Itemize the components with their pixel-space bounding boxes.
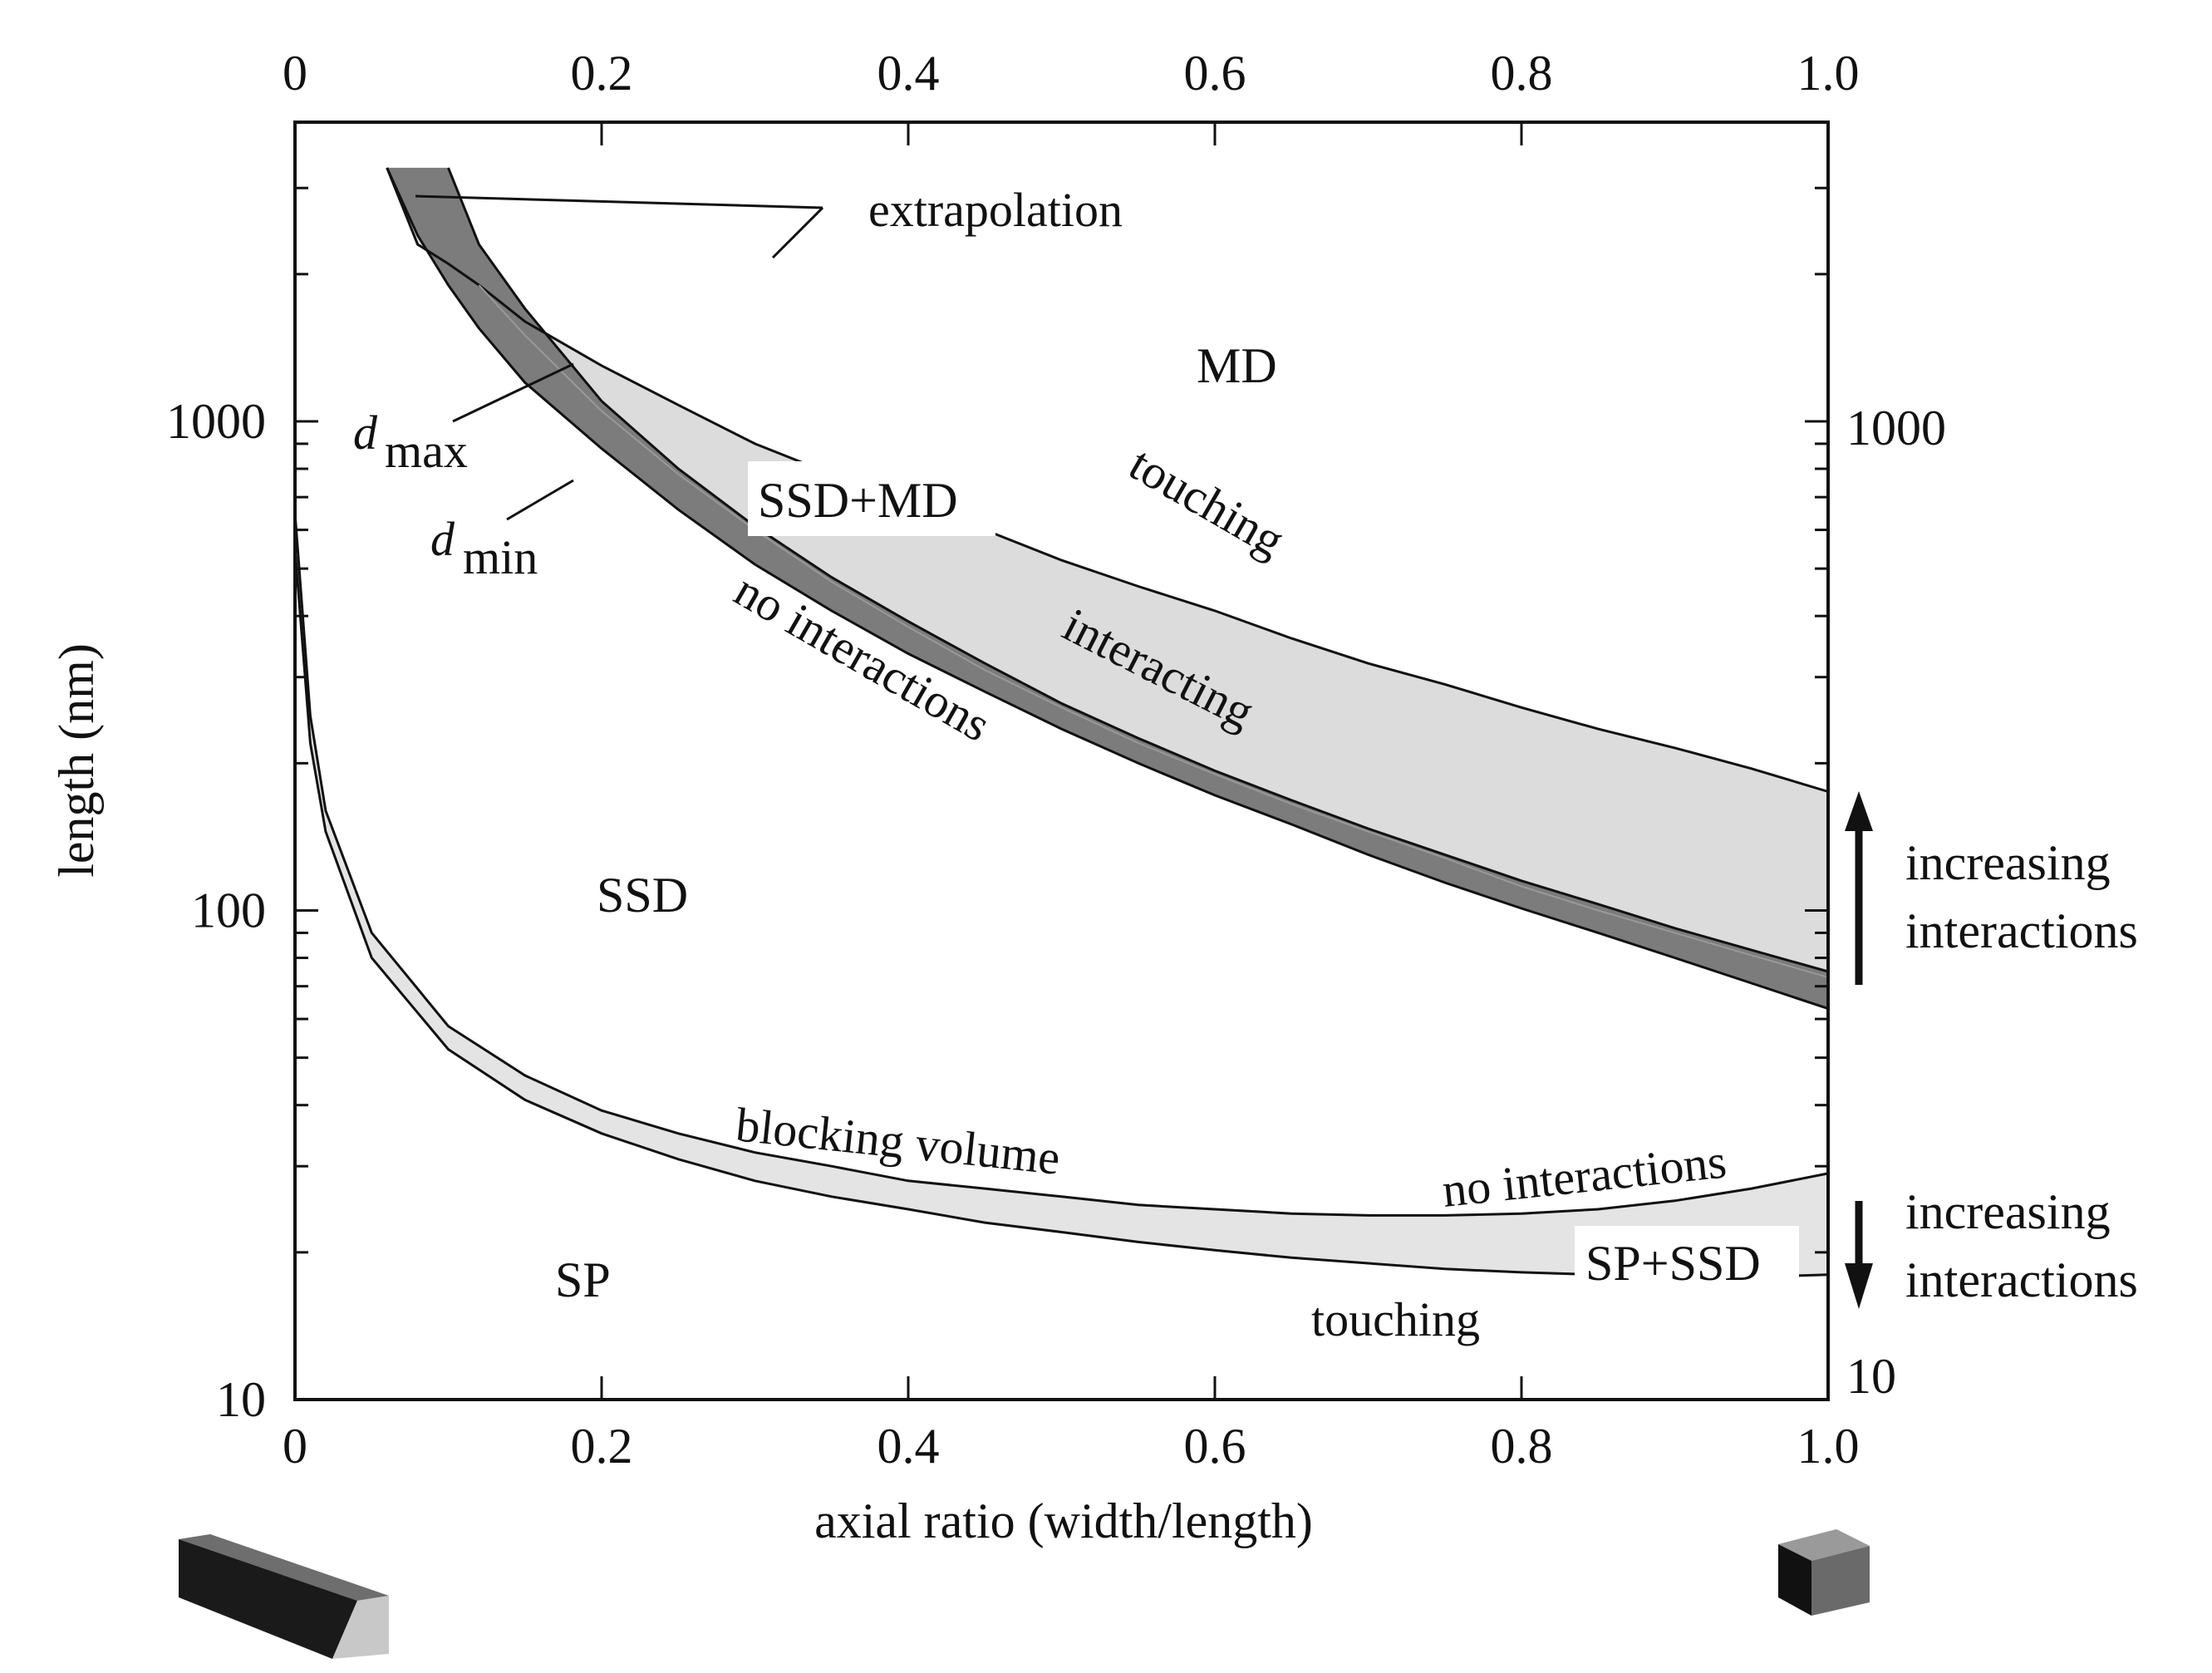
region-ssd: SSD [597,868,688,923]
y-tick-label-left: 10 [216,1372,266,1427]
x-tick-label-bottom: 0.4 [877,1419,940,1474]
curve-blocking-volume [293,512,1829,1217]
x-tick-label-top: 0.8 [1491,46,1553,101]
y-axis-title: length (nm) [49,643,104,878]
x-tick-label-bottom: 0.8 [1491,1419,1553,1474]
x-tick-label-top: 0.2 [571,46,633,101]
region-sp: SP [555,1252,611,1307]
d-min-pointer [506,479,574,521]
curve-md-touching [386,167,1829,793]
increasing-down-arrow-head [1845,1263,1873,1309]
increasing-down-label-2: interactions [1905,1252,2138,1307]
region-sp-ssd: SP+SSD [1585,1236,1761,1291]
d-min-label: d [430,512,455,566]
plot-frame [293,121,1830,1401]
d-max-label: d [353,406,378,460]
x-tick-label-bottom: 0.6 [1184,1419,1246,1474]
x-tick-label-bottom: 1.0 [1797,1419,1860,1474]
curve-interacting [478,284,1829,978]
region-md: MD [1197,338,1277,393]
region-ssd-md-box [748,461,995,536]
extrapolation-pointer-1 [415,194,823,209]
y-tick-label-left: 100 [191,883,266,938]
extrapolation-label: extrapolation [868,183,1123,237]
increasing-up-label-2: interactions [1905,903,2138,958]
extrapolation-pointer-2 [771,206,824,259]
x-tick-label-top: 0.4 [877,46,940,101]
region-ssd-md: SSD+MD [758,473,958,528]
x-tick-label-top: 0 [283,46,307,101]
y-tick-label-right: 1000 [1846,401,1946,455]
x-tick-label-bottom: 0.2 [571,1419,633,1474]
curve-d-min [386,167,1829,1011]
tick-label-layer: 0 0 0.2 0.2 0.4 0.4 0.6 0.6 0.8 0.8 1.0 1.0 10 100 100… [166,46,1946,1474]
x-axis-title: axial ratio (width/length) [814,1493,1313,1548]
tick-layer [295,122,1828,1401]
increasing-up-arrow-head [1845,791,1873,831]
x-tick-label-bottom: 0 [283,1419,307,1474]
curve-layer [293,167,1829,1279]
touching-top-label: touching [1121,436,1294,568]
x-tick-label-top: 0.6 [1184,46,1246,101]
increasing-up-label-1: increasing [1905,835,2111,890]
d-max-pointer [452,362,574,423]
increasing-down-label-1: increasing [1905,1184,2111,1239]
band-layer [295,167,1829,1277]
y-tick-label-right: 10 [1846,1349,1896,1404]
curve-d-max [447,167,1829,973]
curve-touching-sp [293,548,1829,1279]
cubic-particle-icon [1778,1529,1870,1616]
band-ssd-md-light [386,167,1829,972]
d-max-sub-label: max [385,424,468,478]
elongated-particle-icon [179,1534,389,1659]
y-tick-label-left: 1000 [166,394,266,449]
d-min-sub-label: min [463,530,538,584]
touching-bottom-label: touching [1311,1292,1480,1346]
x-tick-label-top: 1.0 [1797,46,1860,101]
region-sp-ssd-box [1575,1226,1799,1292]
